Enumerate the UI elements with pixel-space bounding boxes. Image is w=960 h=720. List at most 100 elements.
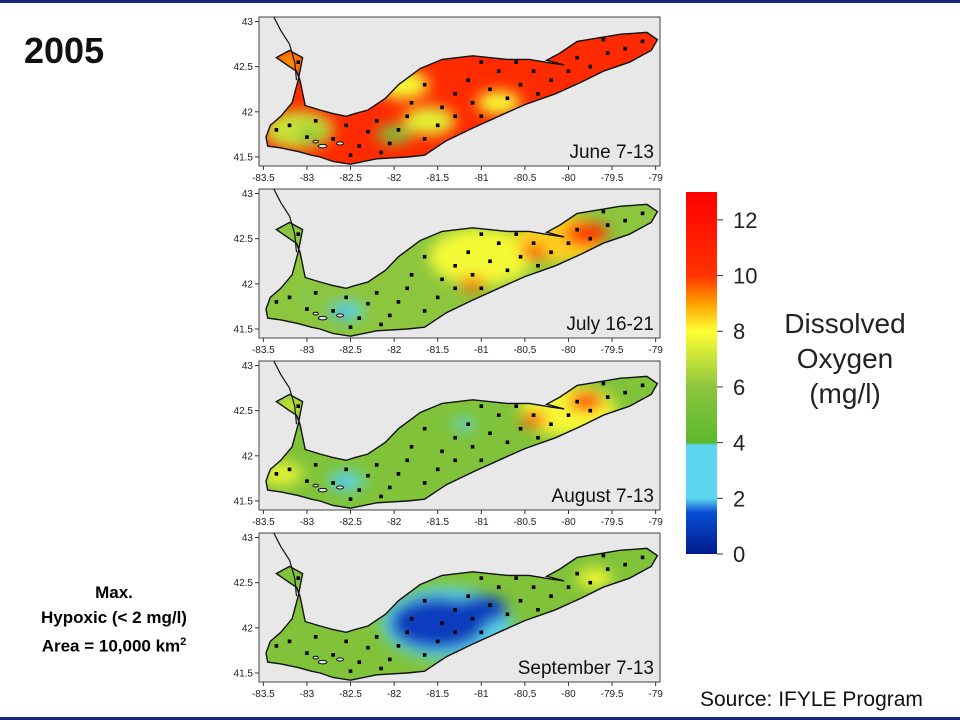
sampling-station — [531, 413, 536, 417]
sampling-station — [387, 313, 392, 318]
x-tick-label: -83.5 — [252, 689, 275, 700]
sampling-station — [379, 150, 383, 155]
sampling-station — [387, 485, 392, 490]
sampling-station — [305, 651, 309, 655]
sampling-station — [374, 463, 379, 467]
note-area-superscript: 2 — [180, 636, 187, 648]
x-tick-label: -82.5 — [339, 689, 362, 700]
sampling-station — [479, 630, 484, 635]
note-line-3: Area = 10,000 km2 — [4, 630, 224, 659]
detroit-river-line — [273, 16, 298, 81]
sampling-station — [488, 431, 492, 436]
source-credit: Source: IFYLE Program — [700, 688, 923, 711]
x-tick-label: -81 — [474, 345, 489, 356]
hypoxic-area-note: Max. Hypoxic (< 2 mg/l) Area = 10,000 km… — [4, 580, 224, 659]
x-tick-label: -80 — [561, 517, 576, 528]
sampling-station — [440, 621, 444, 626]
y-tick-label: 43 — [242, 189, 254, 200]
sampling-station — [466, 78, 471, 83]
y-tick-label: 41.5 — [234, 496, 254, 507]
x-tick-label: -79.5 — [601, 345, 624, 356]
oxygen-patch — [402, 106, 456, 136]
sampling-station — [623, 218, 627, 223]
legend-title-line-2: Oxygen — [796, 343, 894, 374]
sampling-station — [505, 96, 510, 101]
sampling-station — [640, 555, 645, 560]
sampling-station — [405, 630, 409, 635]
sampling-station — [435, 295, 440, 300]
x-tick-label: -83.5 — [252, 517, 275, 528]
sampling-station — [549, 250, 553, 255]
sampling-station — [470, 272, 475, 277]
sampling-station — [305, 479, 309, 483]
sampling-station — [387, 657, 392, 662]
sampling-station — [313, 463, 318, 467]
y-tick-label: 42.5 — [234, 578, 254, 589]
oxygen-patch — [376, 124, 412, 144]
sampling-station — [605, 395, 610, 399]
panel-title-august: August 7-13 — [552, 486, 654, 507]
panel-title-july: July 16-21 — [566, 314, 654, 335]
sampling-station — [366, 129, 370, 134]
sampling-station — [531, 241, 536, 245]
y-tick-label: 41.5 — [234, 152, 254, 163]
x-tick-label: -80 — [561, 345, 576, 356]
island — [317, 487, 328, 493]
x-tick-label: -82.5 — [339, 345, 362, 356]
map-panel-june: -83.5 -83 -82.5 -82 -81.5 -81 -80.5 -80 -79.5 -79… — [222, 12, 668, 188]
sampling-station — [344, 467, 348, 472]
x-tick-label: -83 — [300, 173, 315, 184]
sampling-station — [287, 639, 292, 644]
map-panel-july: -83.5 -83 -82.5 -82 -81.5 -81 -80.5 -80 -79.5 -79… — [222, 184, 668, 360]
x-tick-label: -83 — [300, 689, 315, 700]
sampling-station — [605, 223, 610, 227]
oxygen-patch — [520, 245, 547, 260]
x-tick-label: -81.5 — [426, 173, 449, 184]
oxygen-patch — [476, 90, 521, 115]
sampling-station — [344, 295, 348, 300]
sampling-station — [488, 87, 492, 92]
sampling-station — [296, 232, 301, 236]
sampling-station — [640, 383, 645, 388]
y-tick-label: 42 — [242, 623, 254, 634]
sampling-station — [588, 580, 593, 585]
sampling-station — [479, 114, 484, 119]
sampling-station — [374, 291, 379, 295]
sampling-station — [435, 639, 440, 644]
sampling-station — [623, 562, 627, 567]
oxygen-patch — [459, 276, 486, 292]
x-tick-label: -79.5 — [601, 173, 624, 184]
sampling-station — [505, 612, 510, 617]
sampling-station — [287, 295, 292, 300]
sampling-station — [566, 69, 571, 73]
sampling-station — [405, 286, 409, 291]
oxygen-patch — [328, 471, 364, 491]
sampling-station — [479, 60, 484, 64]
sampling-station — [470, 100, 475, 105]
sampling-station — [514, 60, 518, 64]
sampling-station — [496, 585, 501, 589]
sampling-station — [575, 571, 579, 576]
sampling-station — [640, 39, 645, 44]
sampling-station — [422, 653, 427, 657]
sampling-station — [331, 481, 335, 485]
sampling-station — [453, 263, 457, 268]
sampling-station — [518, 598, 523, 603]
legend-tick-label: 4 — [733, 431, 745, 456]
detroit-river-line — [273, 360, 298, 425]
sampling-station — [575, 227, 579, 232]
sampling-station — [605, 51, 610, 55]
sampling-station — [296, 60, 301, 64]
detroit-river-line — [273, 188, 298, 253]
sampling-station — [331, 137, 335, 141]
sampling-station — [313, 635, 318, 639]
oxygen-patch — [520, 412, 547, 427]
sampling-station — [549, 78, 553, 83]
x-tick-label: -83.5 — [252, 345, 275, 356]
sampling-station — [366, 645, 370, 650]
sampling-station — [640, 211, 645, 216]
y-tick-label: 43 — [242, 17, 254, 28]
sampling-station — [409, 272, 414, 277]
sampling-station — [357, 144, 362, 148]
x-tick-label: -83 — [300, 345, 315, 356]
